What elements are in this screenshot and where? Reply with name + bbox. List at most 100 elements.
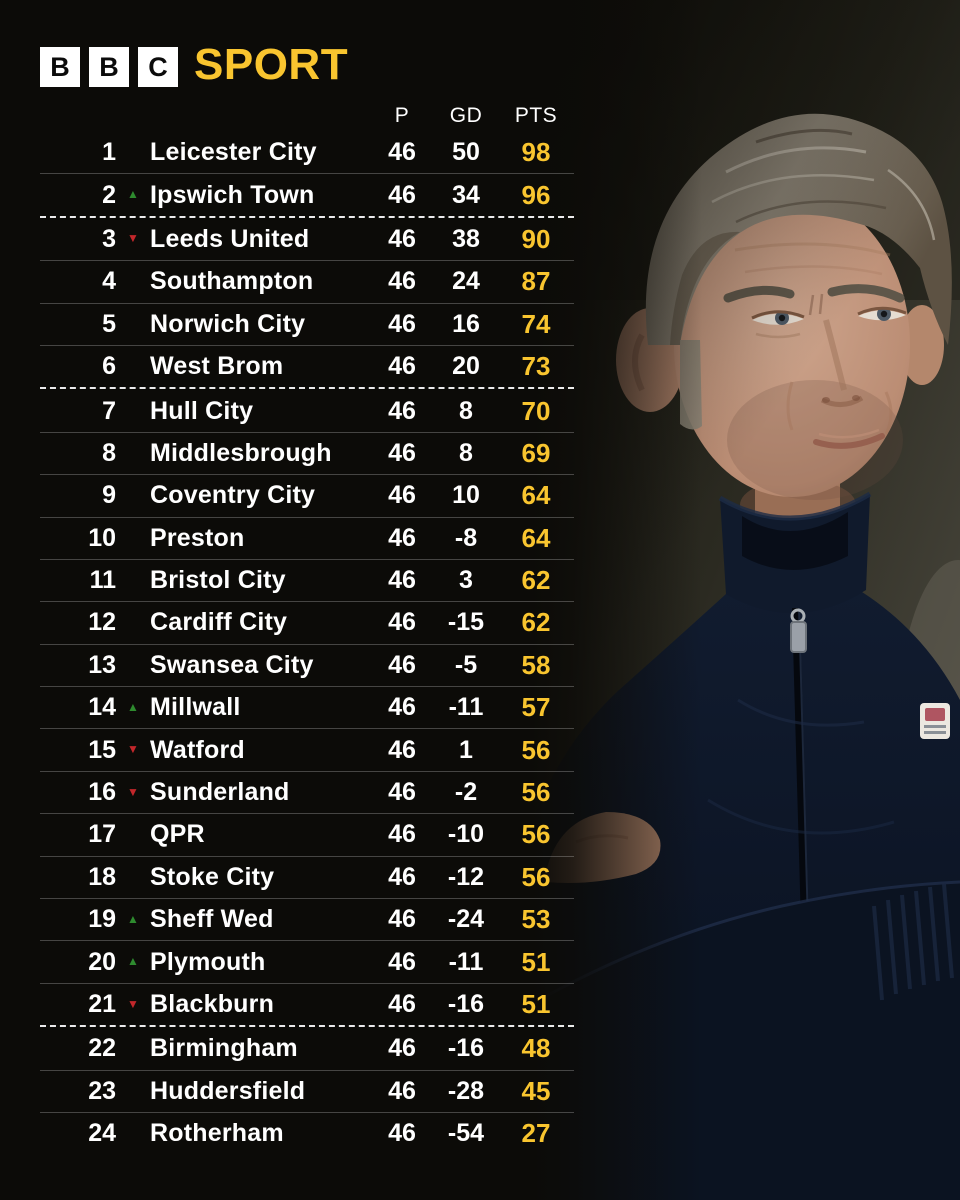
- team-name: Sunderland: [150, 778, 290, 807]
- played-value: 46: [388, 481, 416, 510]
- team-name: Leicester City: [150, 138, 317, 167]
- table-row: 5 Norwich City 46 16 74: [40, 304, 574, 345]
- points-value: 64: [521, 480, 551, 511]
- position-value: 21: [88, 990, 116, 1018]
- gd-value: 8: [459, 396, 473, 425]
- team-name: Sheff Wed: [150, 905, 274, 934]
- gd-value: 20: [452, 352, 480, 381]
- header-points: PTS: [514, 104, 558, 127]
- position-value: 10: [88, 523, 116, 552]
- position-value: 7: [102, 396, 116, 425]
- table-row: 24 Rotherham 46 -54 27: [40, 1113, 574, 1154]
- row-divider: [40, 516, 574, 518]
- points-value: 70: [521, 395, 551, 426]
- table-header-row: P GD PTS: [40, 102, 574, 130]
- points-value: 56: [521, 734, 551, 765]
- played-value: 46: [388, 566, 416, 595]
- points-value: 53: [521, 904, 551, 935]
- team-name: Leeds United: [150, 224, 310, 253]
- team-name: Birmingham: [150, 1034, 298, 1063]
- table-row: 11 Bristol City 46 3 62: [40, 560, 574, 601]
- movement-up-icon: ▲: [127, 187, 139, 202]
- points-value: 56: [521, 777, 551, 808]
- row-divider: [40, 982, 574, 984]
- team-name: Cardiff City: [150, 608, 288, 637]
- row-divider: [40, 1111, 574, 1113]
- position-value: 17: [88, 820, 116, 849]
- team-name: Rotherham: [150, 1119, 284, 1148]
- position-value: 24: [88, 1119, 116, 1148]
- points-value: 74: [521, 308, 551, 339]
- movement-up-icon: ▲: [127, 911, 139, 926]
- played-value: 46: [388, 1076, 416, 1105]
- row-divider: [40, 431, 574, 433]
- points-value: 58: [521, 649, 551, 680]
- gd-value: -2: [454, 778, 478, 807]
- played-value: 46: [388, 947, 416, 976]
- sport-wordmark: SPORT: [194, 40, 349, 89]
- row-divider: [40, 474, 574, 476]
- team-name: Hull City: [150, 396, 254, 425]
- position-value: 20: [88, 947, 116, 976]
- position-value: 2: [102, 180, 116, 209]
- zone-divider: [40, 215, 574, 219]
- table-row: 7 Hull City 46 8 70: [40, 390, 574, 431]
- points-value: 69: [521, 437, 551, 468]
- position-value: 18: [88, 862, 116, 891]
- row-divider: [40, 302, 574, 304]
- row-divider: [40, 813, 574, 815]
- gd-value: -12: [447, 862, 485, 891]
- position-value: 5: [102, 309, 116, 338]
- row-divider: [40, 1069, 574, 1071]
- row-divider: [40, 898, 574, 900]
- table-row: 3 ▼ Leeds United 46 38 90: [40, 219, 574, 260]
- team-name: Plymouth: [150, 947, 266, 976]
- played-value: 46: [388, 1119, 416, 1148]
- team-name: Norwich City: [150, 309, 306, 338]
- team-name: Swansea City: [150, 650, 314, 679]
- points-value: 48: [521, 1033, 551, 1064]
- position-value: 9: [102, 481, 116, 510]
- position-value: 19: [88, 905, 116, 934]
- played-value: 46: [388, 138, 416, 167]
- row-divider: [40, 260, 574, 262]
- played-value: 46: [388, 820, 416, 849]
- team-name: Millwall: [150, 693, 241, 722]
- gd-value: -16: [447, 1034, 485, 1063]
- played-value: 46: [388, 905, 416, 934]
- row-divider: [40, 344, 574, 346]
- played-value: 46: [388, 224, 416, 253]
- gd-value: -54: [447, 1119, 485, 1148]
- points-value: 90: [521, 223, 551, 254]
- gd-value: 50: [452, 138, 480, 167]
- bbc-sport-logo: B B C SPORT: [40, 40, 574, 90]
- team-name: Coventry City: [150, 481, 316, 510]
- played-value: 46: [388, 267, 416, 296]
- played-value: 46: [388, 650, 416, 679]
- table-row: 8 Middlesbrough 46 8 69: [40, 433, 574, 474]
- movement-down-icon: ▼: [127, 784, 139, 799]
- position-value: 12: [88, 608, 116, 637]
- played-value: 46: [388, 309, 416, 338]
- team-name: Bristol City: [150, 566, 286, 595]
- table-row: 6 West Brom 46 20 73: [40, 346, 574, 387]
- row-divider: [40, 855, 574, 857]
- club-badge: [920, 703, 950, 739]
- table-row: 4 Southampton 46 24 87: [40, 261, 574, 302]
- bbc-block-letter: B: [40, 47, 80, 87]
- team-name: Southampton: [150, 267, 314, 296]
- points-value: 56: [521, 819, 551, 850]
- table-row: 20 ▲ Plymouth 46 -11 51: [40, 941, 574, 982]
- row-divider: [40, 558, 574, 560]
- manager-photo: [530, 0, 960, 1200]
- team-name: Blackburn: [150, 990, 275, 1018]
- position-value: 11: [89, 566, 116, 595]
- played-value: 46: [388, 778, 416, 807]
- gd-value: -28: [447, 1076, 485, 1105]
- position-value: 23: [88, 1076, 116, 1105]
- table-row: 15 ▼ Watford 46 1 56: [40, 729, 574, 770]
- points-value: 73: [521, 351, 551, 382]
- played-value: 46: [388, 862, 416, 891]
- points-value: 56: [521, 861, 551, 892]
